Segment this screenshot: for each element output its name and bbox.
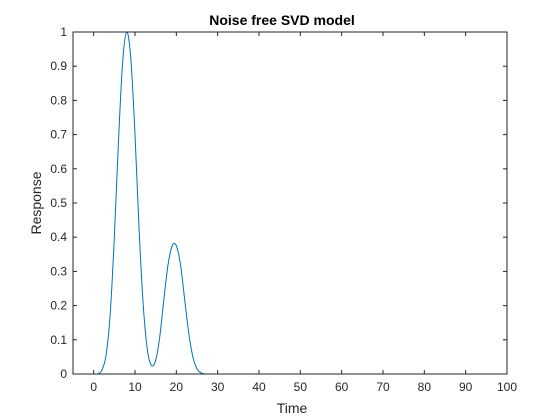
- x-tick-label: 90: [459, 380, 473, 394]
- x-axis-label: Time: [277, 400, 308, 416]
- y-tick-label: 0: [60, 367, 67, 381]
- x-tick-label: 50: [294, 380, 308, 394]
- y-tick-label: 0.8: [50, 93, 67, 107]
- y-tick-label: 0.9: [50, 59, 67, 73]
- x-tick-label: 0: [90, 380, 97, 394]
- y-tick-label: 1: [60, 25, 67, 39]
- y-tick-label: 0.4: [50, 230, 67, 244]
- plot-area: [73, 32, 507, 374]
- x-tick-label: 60: [335, 380, 349, 394]
- y-tick-label: 0.1: [50, 333, 67, 347]
- x-tick-label: 20: [170, 380, 184, 394]
- y-tick-label: 0.6: [50, 162, 67, 176]
- y-axis-label: Response: [28, 171, 44, 234]
- x-tick-label: 80: [418, 380, 432, 394]
- x-tick-label: 70: [376, 380, 390, 394]
- x-tick-label: 100: [497, 380, 517, 394]
- x-tick-label: 10: [128, 380, 142, 394]
- chart-title: Noise free SVD model: [209, 12, 355, 28]
- y-tick-label: 0.3: [50, 264, 67, 278]
- y-tick-label: 0.2: [50, 299, 67, 313]
- x-tick-label: 40: [252, 380, 266, 394]
- y-tick-label: 0.5: [50, 196, 67, 210]
- y-axis: 0 0.1 0.2 0.3 0.4 0.5 0.6 0.7 0.8 0.9 1: [50, 25, 507, 381]
- x-tick-label: 30: [211, 380, 225, 394]
- x-axis: 0 10 20 30 40 50 60 70 80 90 100: [90, 32, 517, 394]
- y-tick-label: 0.7: [50, 128, 67, 142]
